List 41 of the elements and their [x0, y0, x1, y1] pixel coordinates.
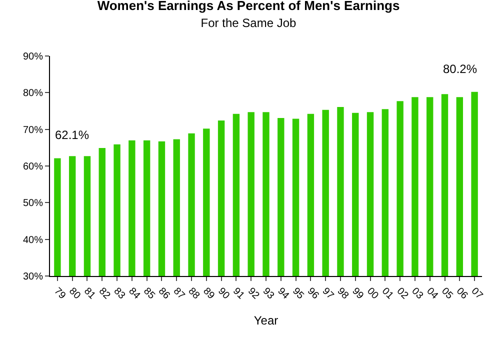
x-tick-label: 01: [380, 286, 396, 302]
x-tick-label: 90: [216, 286, 232, 302]
x-tick-label: 82: [96, 286, 112, 302]
y-tick-label: 30%: [22, 272, 44, 282]
x-tick-label: 91: [230, 286, 247, 302]
chart-title: Women's Earnings As Percent of Men's Earnings: [97, 0, 400, 14]
y-tick-label: 50%: [22, 198, 44, 210]
x-tick-label: 99: [350, 286, 366, 302]
x-tick-label: 06: [454, 286, 470, 302]
x-tick-label: 86: [156, 286, 172, 302]
annotation: 62.1%: [55, 128, 90, 142]
x-tick-label: 96: [305, 286, 321, 302]
annotation: 80.2%: [443, 62, 478, 76]
x-tick-label: 92: [245, 286, 262, 302]
x-tick-label: 80: [66, 286, 83, 302]
y-tick-label: 90%: [22, 52, 44, 62]
x-tick-label: 87: [170, 286, 187, 302]
x-tick-label: 95: [290, 286, 306, 302]
x-tick-label: 03: [409, 286, 426, 302]
x-tick-label: 83: [111, 286, 128, 302]
x-axis-title: Year: [254, 314, 278, 328]
x-tick-label: 81: [82, 286, 98, 302]
x-tick-label: 85: [141, 286, 158, 302]
x-tick-label: 98: [334, 286, 351, 302]
y-tick-label: 80%: [22, 88, 44, 100]
x-tick-label: 89: [200, 286, 217, 302]
x-tick-label: 04: [424, 286, 440, 302]
x-tick-label: 88: [186, 286, 202, 302]
x-tick-label: 05: [439, 286, 456, 302]
chart-subtitle: For the Same Job: [200, 16, 297, 30]
x-tick-label: 02: [394, 286, 410, 302]
x-tick-label: 00: [364, 286, 381, 302]
y-tick-label: 40%: [22, 234, 44, 246]
x-tick-label: 84: [126, 286, 142, 302]
y-tick-label: 70%: [22, 124, 44, 136]
x-tick-label: 93: [260, 286, 276, 302]
x-tick-label: 97: [320, 286, 336, 302]
x-tick-label: 07: [468, 286, 485, 302]
x-tick-label: 79: [52, 286, 68, 302]
y-tick-label: 60%: [22, 162, 44, 172]
x-tick-label: 94: [275, 286, 292, 302]
